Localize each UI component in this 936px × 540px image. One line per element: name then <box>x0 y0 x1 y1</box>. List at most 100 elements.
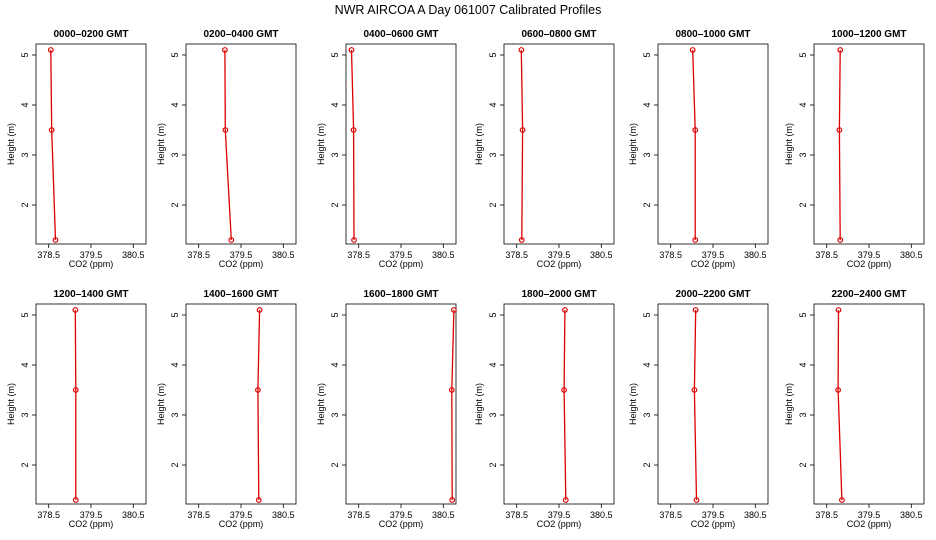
y-axis-label: Height (m) <box>156 383 166 425</box>
profile-line <box>50 49 57 241</box>
y-tick-label: 4 <box>330 102 340 107</box>
y-tick-label: 5 <box>488 52 498 57</box>
profile-point <box>256 307 263 313</box>
profile-point <box>519 127 526 133</box>
y-tick-label: 3 <box>642 152 652 157</box>
plot-frame <box>185 43 297 245</box>
profile-point <box>350 127 357 133</box>
profile-point <box>837 47 844 53</box>
y-tick-label: 2 <box>20 202 30 207</box>
y-tick-label: 5 <box>20 52 30 57</box>
x-tick-label: 378.5 <box>37 250 60 260</box>
profile-point <box>47 47 54 53</box>
y-tick-label: 2 <box>488 202 498 207</box>
y-axis-label: Height (m) <box>474 383 484 425</box>
y-tick-label: 3 <box>798 152 808 157</box>
x-tick-label: 378.5 <box>347 510 370 520</box>
plot-frame <box>35 303 147 505</box>
x-tick-label: 379.5 <box>858 250 881 260</box>
profile-point <box>689 47 696 53</box>
x-tick-label: 379.5 <box>390 510 413 520</box>
profile-point <box>450 307 457 313</box>
plot-frame <box>503 303 615 505</box>
x-tick-label: 380.5 <box>744 250 767 260</box>
y-tick-label: 3 <box>330 152 340 157</box>
profile-point <box>228 237 235 243</box>
x-tick-label: 380.5 <box>272 510 295 520</box>
x-tick-label: 378.5 <box>815 250 838 260</box>
panel-title: 2000–2200 GMT <box>675 289 750 300</box>
profile-point <box>837 237 844 243</box>
profile-line <box>350 49 355 241</box>
panel-title: 1400–1600 GMT <box>203 289 278 300</box>
profile-point <box>72 387 79 393</box>
profile-point <box>255 497 262 503</box>
x-axis-label: CO2 (ppm) <box>379 259 424 269</box>
panel-title: 1200–1400 GMT <box>53 289 128 300</box>
x-tick-label: 378.5 <box>505 250 528 260</box>
x-axis-label: CO2 (ppm) <box>69 519 114 529</box>
x-tick-label: 380.5 <box>122 510 145 520</box>
x-tick-label: 378.5 <box>37 510 60 520</box>
x-tick-label: 379.5 <box>702 510 725 520</box>
profile-point <box>562 497 569 503</box>
x-tick-label: 380.5 <box>122 250 145 260</box>
figure-title: NWR AIRCOA A Day 061007 Calibrated Profi… <box>335 3 602 17</box>
y-axis-label: Height (m) <box>474 123 484 165</box>
x-axis-label: CO2 (ppm) <box>847 519 892 529</box>
y-tick-label: 2 <box>20 462 30 467</box>
y-tick-label: 4 <box>642 362 652 367</box>
y-tick-label: 4 <box>20 362 30 367</box>
profile-point <box>348 47 355 53</box>
profile-point <box>692 127 699 133</box>
y-tick-label: 3 <box>488 412 498 417</box>
y-tick-label: 2 <box>642 462 652 467</box>
panels: 0000–0200 GMT 378.5 379.5 380.5 CO2 (ppm) 2 3 4… <box>6 29 925 529</box>
y-tick-label: 3 <box>488 152 498 157</box>
y-tick-label: 3 <box>798 412 808 417</box>
y-tick-label: 2 <box>798 202 808 207</box>
y-tick-label: 4 <box>798 102 808 107</box>
plot-frame <box>345 43 457 245</box>
panel-title: 0800–1000 GMT <box>675 29 750 40</box>
y-tick-label: 5 <box>330 312 340 317</box>
x-axis-label: CO2 (ppm) <box>537 519 582 529</box>
panel: 1200–1400 GMT 378.5 379.5 380.5 CO2 (ppm) 2 3 4… <box>6 289 147 529</box>
y-tick-label: 5 <box>20 312 30 317</box>
profile-point <box>48 127 55 133</box>
profile-point <box>518 47 525 53</box>
profile-point <box>518 237 525 243</box>
x-tick-label: 379.5 <box>702 250 725 260</box>
y-tick-label: 2 <box>170 202 180 207</box>
y-axis-label: Height (m) <box>6 383 16 425</box>
plot-frame <box>185 303 297 505</box>
x-axis-label: CO2 (ppm) <box>219 519 264 529</box>
profile-point <box>692 307 699 313</box>
x-axis-label: CO2 (ppm) <box>379 519 424 529</box>
profile-point <box>693 497 700 503</box>
profile-point <box>835 307 842 313</box>
panel-title: 0000–0200 GMT <box>53 29 128 40</box>
profile-point <box>449 497 456 503</box>
profile-line <box>74 309 77 500</box>
profile-point <box>692 237 699 243</box>
y-tick-label: 5 <box>170 52 180 57</box>
y-axis-label: Height (m) <box>316 123 326 165</box>
profile-point <box>72 497 79 503</box>
plot-frame <box>345 303 457 505</box>
y-tick-label: 5 <box>330 52 340 57</box>
plot-frame <box>657 303 769 505</box>
x-tick-label: 380.5 <box>900 510 923 520</box>
x-tick-label: 378.5 <box>815 510 838 520</box>
y-tick-label: 3 <box>642 412 652 417</box>
panel: 2000–2200 GMT 378.5 379.5 380.5 CO2 (ppm) 2 3 4… <box>628 289 769 529</box>
y-tick-label: 2 <box>330 202 340 207</box>
x-axis-label: CO2 (ppm) <box>691 259 736 269</box>
y-tick-label: 2 <box>798 462 808 467</box>
profile-point <box>448 387 455 393</box>
profile-line <box>224 49 232 241</box>
y-axis-label: Height (m) <box>784 383 794 425</box>
profile-line <box>520 49 524 241</box>
panel-title: 1600–1800 GMT <box>363 289 438 300</box>
